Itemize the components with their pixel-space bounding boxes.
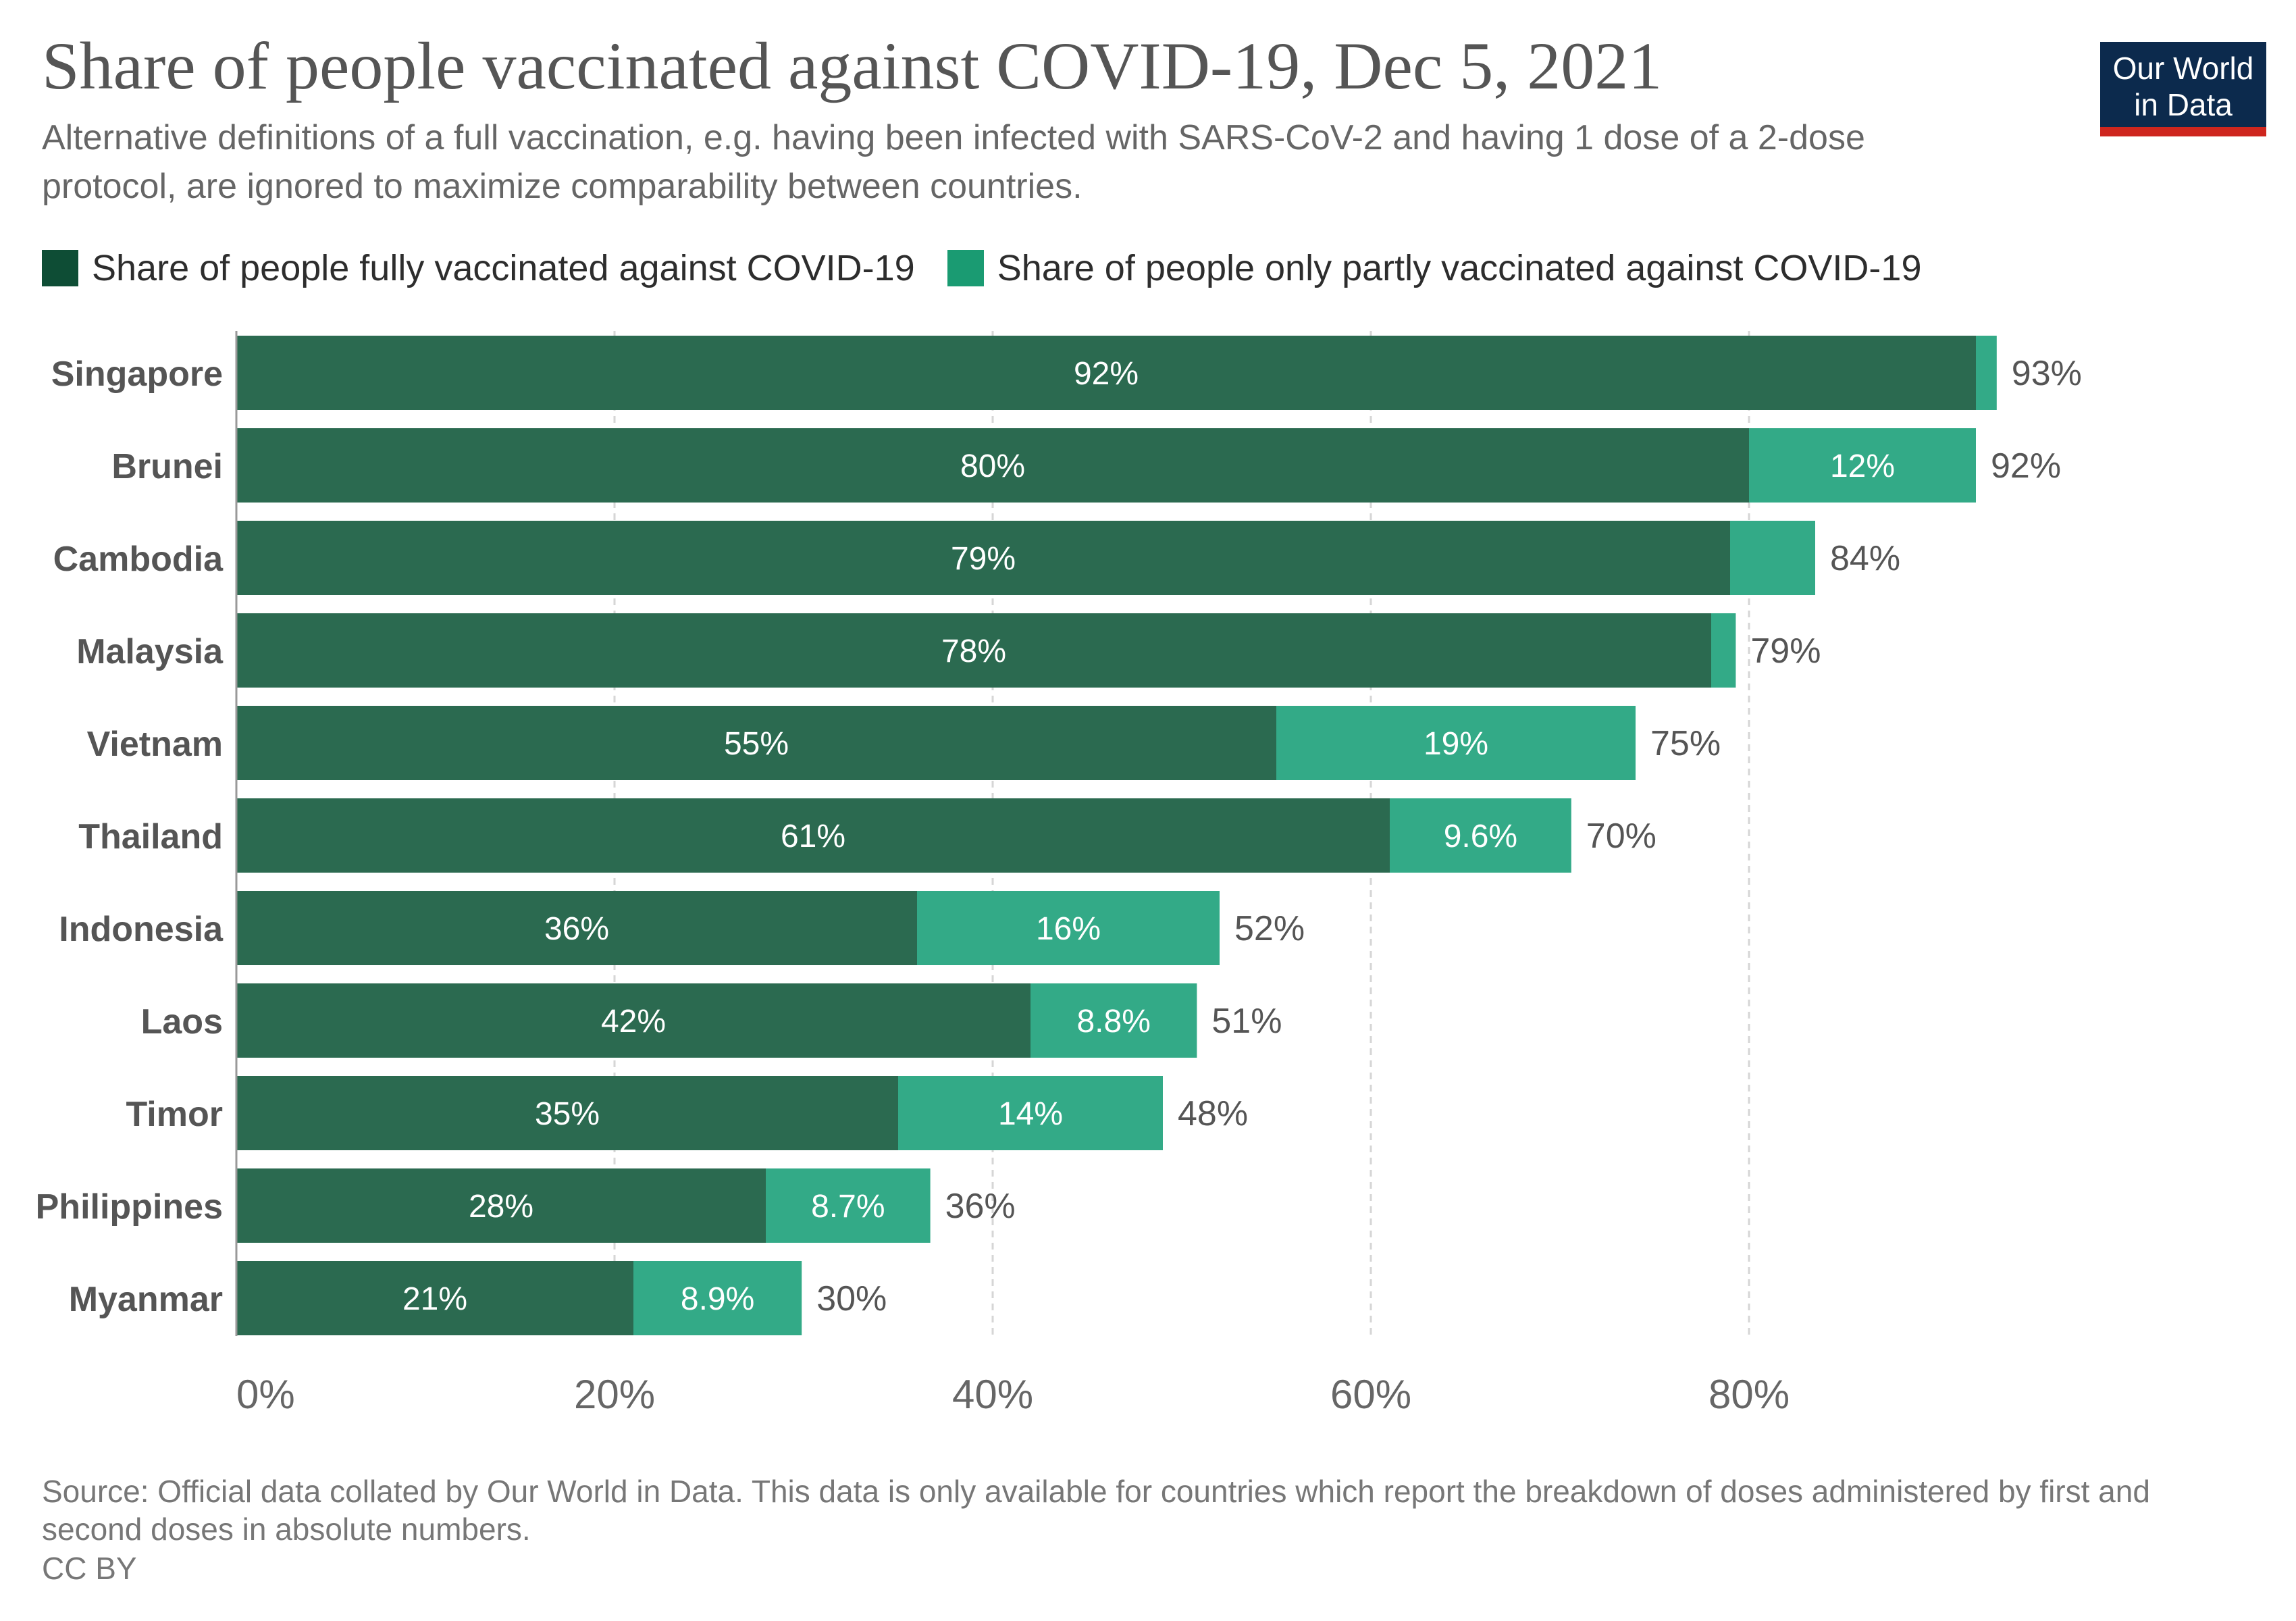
data-label-partial: 16% bbox=[1036, 911, 1101, 947]
data-label-total: 84% bbox=[1830, 539, 1900, 578]
bar-partly-vaccinated bbox=[898, 1076, 1163, 1150]
data-label-total: 51% bbox=[1211, 1002, 1282, 1041]
data-label-full: 80% bbox=[960, 448, 1025, 484]
x-tick-label: 60% bbox=[1330, 1372, 1411, 1417]
x-tick-label: 20% bbox=[574, 1372, 655, 1417]
legend-label-full: Share of people fully vaccinated against… bbox=[92, 248, 915, 288]
footer: Source: Official data collated by Our Wo… bbox=[42, 1472, 2237, 1587]
bar-fully-vaccinated bbox=[236, 336, 1976, 410]
x-tick-label: 40% bbox=[952, 1372, 1033, 1417]
bar-fully-vaccinated bbox=[236, 891, 917, 965]
data-label-total: 75% bbox=[1650, 724, 1721, 763]
chart-title: Share of people vaccinated against COVID… bbox=[42, 28, 1663, 103]
data-label-full: 42% bbox=[601, 1004, 666, 1039]
bar-fully-vaccinated bbox=[236, 1168, 766, 1243]
bar-fully-vaccinated bbox=[236, 1261, 633, 1335]
data-label-full: 28% bbox=[469, 1189, 533, 1225]
bar-partly-vaccinated bbox=[633, 1261, 802, 1335]
bar-fully-vaccinated bbox=[236, 613, 1711, 688]
legend-swatch-partial bbox=[947, 250, 984, 286]
bar-partly-vaccinated bbox=[1730, 521, 1815, 595]
category-label: Indonesia bbox=[59, 910, 224, 949]
legend-swatch-full bbox=[42, 250, 78, 286]
owid-logo[interactable]: Our World in Data bbox=[2100, 42, 2266, 136]
category-label: Brunei bbox=[111, 447, 223, 486]
category-label: Laos bbox=[141, 1002, 223, 1041]
data-label-full: 21% bbox=[402, 1281, 467, 1317]
bar-partly-vaccinated bbox=[766, 1168, 931, 1243]
bar-fully-vaccinated bbox=[236, 428, 1749, 503]
logo-accent-bar bbox=[2100, 127, 2266, 136]
logo-line-2: in Data bbox=[2134, 87, 2233, 122]
bar-fully-vaccinated bbox=[236, 983, 1030, 1058]
data-label-full: 55% bbox=[724, 726, 789, 762]
data-label-full: 78% bbox=[941, 634, 1006, 669]
data-label-partial: 8.8% bbox=[1076, 1004, 1150, 1039]
category-label: Cambodia bbox=[53, 540, 224, 579]
data-label-partial: 14% bbox=[998, 1096, 1063, 1132]
data-label-partial: 9.6% bbox=[1444, 819, 1517, 854]
bar-fully-vaccinated bbox=[236, 798, 1390, 873]
license-label: CC BY bbox=[42, 1551, 137, 1586]
legend-label-partial: Share of people only partly vaccinated a… bbox=[997, 248, 1922, 288]
data-label-partial: 19% bbox=[1424, 726, 1488, 762]
bar-partly-vaccinated bbox=[917, 891, 1220, 965]
chart-subtitle: Alternative definitions of a full vaccin… bbox=[42, 118, 1865, 206]
data-label-total: 52% bbox=[1234, 909, 1305, 948]
data-label-full: 79% bbox=[951, 541, 1016, 577]
bar-fully-vaccinated bbox=[236, 521, 1730, 595]
data-label-full: 92% bbox=[1074, 356, 1139, 392]
bar-partly-vaccinated bbox=[1276, 706, 1636, 780]
x-tick-label: 80% bbox=[1708, 1372, 1790, 1417]
data-label-full: 35% bbox=[535, 1096, 600, 1132]
legend-item-full[interactable]: Share of people fully vaccinated against… bbox=[42, 247, 915, 289]
data-label-total: 92% bbox=[1991, 446, 2061, 486]
data-label-total: 70% bbox=[1586, 817, 1656, 856]
legend: Share of people fully vaccinated against… bbox=[42, 245, 1954, 292]
bar-partly-vaccinated bbox=[1390, 798, 1571, 873]
category-label: Timor bbox=[126, 1095, 223, 1134]
data-label-full: 61% bbox=[781, 819, 845, 854]
legend-item-partial[interactable]: Share of people only partly vaccinated a… bbox=[947, 247, 1922, 289]
data-label-partial: 8.9% bbox=[681, 1281, 754, 1317]
bar-fully-vaccinated bbox=[236, 706, 1276, 780]
category-label: Vietnam bbox=[87, 725, 223, 764]
data-label-full: 36% bbox=[544, 911, 609, 947]
category-label: Philippines bbox=[36, 1187, 223, 1227]
data-label-partial: 12% bbox=[1830, 448, 1895, 484]
data-label-total: 79% bbox=[1750, 632, 1821, 671]
category-label: Malaysia bbox=[76, 632, 224, 671]
data-label-total: 30% bbox=[816, 1279, 887, 1318]
source-note: Source: Official data collated by Our Wo… bbox=[42, 1474, 2150, 1547]
bar-partly-vaccinated bbox=[1030, 983, 1197, 1058]
category-label: Thailand bbox=[78, 817, 223, 856]
logo-line-1: Our World bbox=[2112, 51, 2254, 86]
data-label-total: 93% bbox=[2012, 354, 2082, 393]
bar-partly-vaccinated bbox=[1976, 336, 1997, 410]
bar-partly-vaccinated bbox=[1711, 613, 1736, 688]
bar-chart: 0% 20% 40% 60% 80% Singapore 92% 93% Brunei 80% 12… bbox=[36, 331, 2082, 1417]
category-label: Myanmar bbox=[69, 1280, 223, 1319]
data-label-partial: 8.7% bbox=[811, 1189, 885, 1225]
x-tick-label: 0% bbox=[236, 1372, 295, 1417]
data-label-total: 36% bbox=[945, 1187, 1016, 1226]
category-label: Singapore bbox=[51, 355, 223, 394]
data-label-total: 48% bbox=[1178, 1094, 1248, 1133]
bar-partly-vaccinated bbox=[1749, 428, 1976, 503]
bar-fully-vaccinated bbox=[236, 1076, 898, 1150]
